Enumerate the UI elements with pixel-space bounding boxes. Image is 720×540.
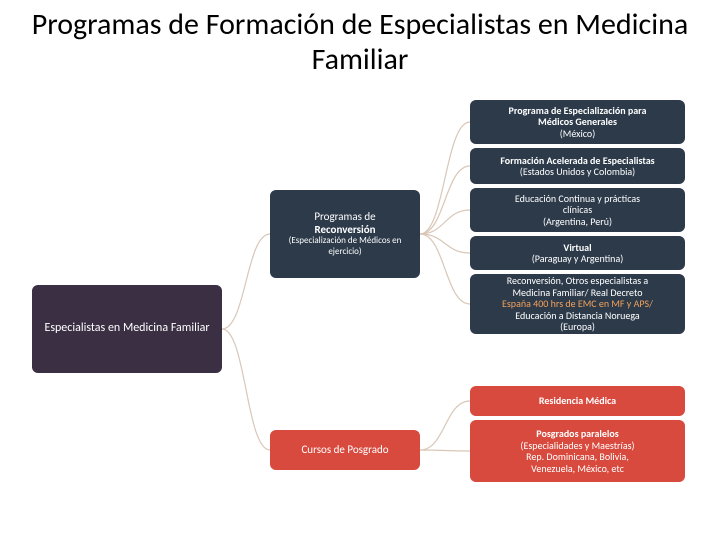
edge: [420, 234, 470, 304]
edge: [222, 329, 270, 450]
node-text: (Especialización de Médicos en ejercicio…: [276, 236, 414, 257]
node-leaf7: Posgrados paralelos(Especialidades y Mae…: [470, 420, 685, 482]
node-leaf6: Residencia Médica: [470, 386, 685, 416]
edge: [420, 401, 470, 450]
node-text: Cursos de Posgrado: [301, 444, 388, 457]
edge: [420, 234, 470, 253]
node-text: Residencia Médica: [539, 395, 616, 407]
node-root: Especialistas en Medicina Familiar: [32, 285, 222, 373]
node-text: Posgrados paralelos: [536, 428, 618, 440]
node-text: (Argentina, Perú): [543, 216, 612, 228]
node-text: Rep. Dominicana, Bolivia,: [526, 451, 629, 463]
node-mid2: Cursos de Posgrado: [270, 430, 420, 470]
diagram-canvas: Especialistas en Medicina Familiar Progra…: [0, 0, 720, 540]
node-text: Programas de: [314, 211, 375, 224]
node-text: (Paraguay y Argentina): [532, 253, 624, 265]
edge: [420, 122, 470, 234]
node-text: Venezuela, México, etc: [531, 463, 624, 475]
edge: [420, 166, 470, 234]
node-leaf1: Programa de Especialización paraMédicos …: [470, 100, 685, 144]
edge: [420, 210, 470, 234]
node-text: (Estados Unidos y Colombia): [520, 166, 635, 178]
edge: [222, 234, 270, 329]
node-leaf2: Formación Acelerada de Especialistas(Est…: [470, 148, 685, 184]
edge: [420, 450, 470, 451]
node-text: Especialistas en Medicina Familiar: [44, 322, 209, 336]
node-mid1: Programas deReconversión(Especialización…: [270, 190, 420, 278]
node-leaf3: Educación Continua y prácticasclínicas(A…: [470, 188, 685, 232]
node-leaf4: Virtual(Paraguay y Argentina): [470, 236, 685, 270]
node-leaf5: Reconversión, Otros especialistas aMedic…: [470, 274, 685, 334]
node-text: (México): [560, 128, 595, 140]
node-text: (Europa): [560, 321, 595, 333]
